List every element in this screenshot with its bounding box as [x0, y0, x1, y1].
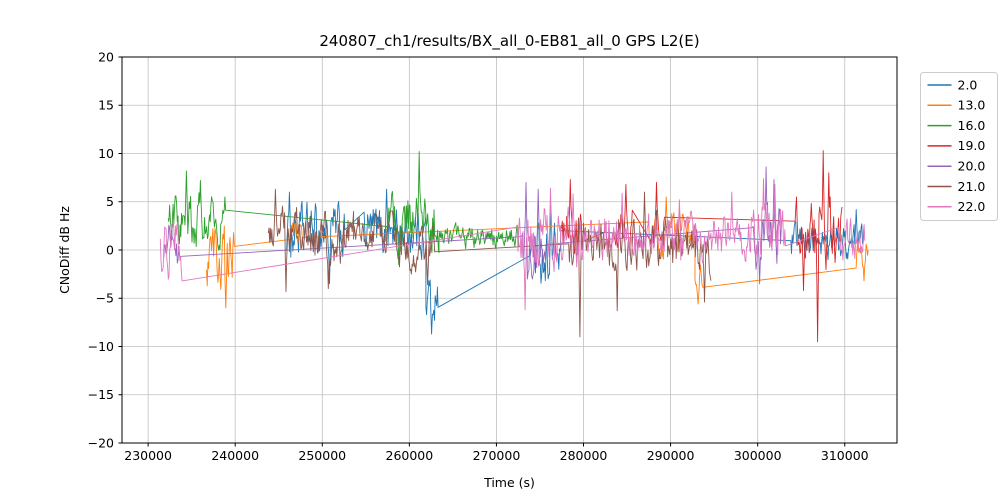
legend-item: 19.0 [927, 138, 986, 153]
legend-label: 16.0 [958, 118, 986, 133]
y-axis-label: CNoDiff dB Hz [57, 206, 72, 294]
y-tick-label: 15 [98, 98, 114, 113]
x-tick-label: 250000 [298, 448, 346, 463]
x-tick-label: 230000 [124, 448, 172, 463]
legend-box [920, 72, 998, 221]
series-line-16.0 [167, 151, 520, 265]
x-tick-label: 280000 [560, 448, 608, 463]
y-tick-label: −15 [88, 387, 114, 402]
y-tick-label: −5 [96, 291, 114, 306]
chart-title: 240807_ch1/results/BX_all_0-EB81_all_0 G… [319, 32, 699, 51]
series-line-19.0 [560, 150, 843, 343]
x-tick-label: 270000 [473, 448, 521, 463]
legend: 2.0 13.0 16.0 19.0 20.0 21.0 22.0 [920, 72, 998, 221]
x-axis-label: Time (s) [483, 475, 535, 490]
x-tick-label: 310000 [821, 448, 869, 463]
legend-item: 22.0 [927, 199, 986, 214]
legend-label: 13.0 [958, 98, 986, 113]
legend-label: 20.0 [958, 159, 986, 174]
y-tick-label: 0 [106, 242, 114, 257]
x-tick-label: 300000 [734, 448, 782, 463]
y-tick-label: −10 [88, 339, 114, 354]
legend-label: 21.0 [958, 179, 986, 194]
y-tick-label: 10 [98, 146, 114, 161]
axes-layer: 230000 240000 250000 260000 270000 280000 2900… [88, 49, 898, 463]
y-tick-label: 5 [106, 194, 114, 209]
series-line-21.0 [267, 188, 712, 338]
x-tick-label: 290000 [647, 448, 695, 463]
y-tick-label: −20 [88, 435, 114, 450]
legend-label: 19.0 [958, 138, 986, 153]
grid-layer [122, 56, 897, 444]
series-line-22.0 [159, 178, 866, 311]
legend-item: 13.0 [927, 98, 986, 113]
legend-item: 21.0 [927, 179, 986, 194]
legend-item: 20.0 [927, 159, 986, 174]
x-tick-label: 260000 [386, 448, 434, 463]
series-layer [159, 150, 869, 343]
legend-item: 2.0 [927, 77, 978, 92]
legend-label: 2.0 [958, 77, 978, 92]
legend-item: 16.0 [927, 118, 986, 133]
legend-label: 22.0 [958, 199, 986, 214]
x-tick-label: 240000 [211, 448, 259, 463]
y-tick-label: 20 [98, 49, 114, 64]
